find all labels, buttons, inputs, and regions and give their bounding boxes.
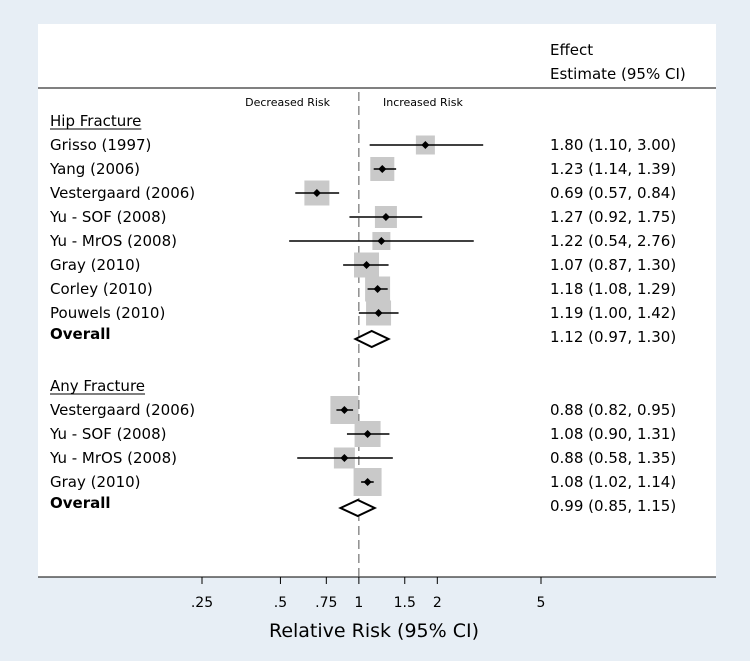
study-label: Gray (2010) <box>50 473 141 491</box>
point-estimate <box>377 237 386 245</box>
x-tick-label: .25 <box>191 595 213 611</box>
point-estimate <box>381 213 390 221</box>
point-estimate <box>373 285 382 293</box>
point-estimate <box>363 478 372 486</box>
overall-diamond <box>338 498 378 518</box>
study-label: Grisso (1997) <box>50 136 151 154</box>
study-label: Gray (2010) <box>50 256 141 274</box>
overall-estimate: 0.99 (0.85, 1.15) <box>550 497 676 515</box>
study-label: Pouwels (2010) <box>50 304 165 322</box>
x-tick-label: 2 <box>433 595 442 611</box>
x-tick-label: .75 <box>315 595 337 611</box>
point-estimate <box>362 261 371 269</box>
x-tick-label: 1 <box>354 595 363 611</box>
x-tick-label: .5 <box>274 595 287 611</box>
point-estimate <box>312 189 321 197</box>
effect-estimate: 0.88 (0.82, 0.95) <box>550 401 676 419</box>
direction-label-left: Decreased Risk <box>245 96 330 109</box>
effect-estimate: 1.08 (1.02, 1.14) <box>550 473 676 491</box>
group-header: Hip Fracture <box>50 112 141 130</box>
study-label: Vestergaard (2006) <box>50 184 195 202</box>
x-tick-label: 1.5 <box>394 595 416 611</box>
effect-estimate: 1.07 (0.87, 1.30) <box>550 256 676 274</box>
study-label: Yu - SOF (2008) <box>49 425 167 443</box>
effect-estimate: 0.69 (0.57, 0.84) <box>550 184 676 202</box>
effect-estimate: 1.08 (0.90, 1.31) <box>550 425 676 443</box>
study-label: Yu - MrOS (2008) <box>49 232 177 250</box>
point-estimate <box>374 309 383 317</box>
study-label: Yu - MrOS (2008) <box>49 449 177 467</box>
direction-label-right: Increased Risk <box>383 96 463 109</box>
estimate-header-line-2: Estimate (95% CI) <box>550 65 686 83</box>
effect-estimate: 1.18 (1.08, 1.29) <box>550 280 676 298</box>
x-axis-title: Relative Risk (95% CI) <box>269 620 479 642</box>
effect-estimate: 1.27 (0.92, 1.75) <box>550 208 676 226</box>
overall-estimate: 1.12 (0.97, 1.30) <box>550 328 676 346</box>
study-label: Yu - SOF (2008) <box>49 208 167 226</box>
effect-estimate: 1.22 (0.54, 2.76) <box>550 232 676 250</box>
point-estimate <box>340 454 349 462</box>
point-estimate <box>421 141 430 149</box>
point-estimate <box>378 165 387 173</box>
study-label: Corley (2010) <box>50 280 153 298</box>
overall-label: Overall <box>50 325 111 343</box>
x-tick-label: 5 <box>537 595 546 611</box>
study-label: Vestergaard (2006) <box>50 401 195 419</box>
point-estimate <box>340 406 349 414</box>
effect-estimate: 0.88 (0.58, 1.35) <box>550 449 676 467</box>
effect-estimate: 1.80 (1.10, 3.00) <box>550 136 676 154</box>
overall-diamond <box>353 329 391 349</box>
estimate-header-line-1: Effect <box>550 41 593 59</box>
point-estimate <box>363 430 372 438</box>
study-label: Yang (2006) <box>49 160 140 178</box>
effect-estimate: 1.23 (1.14, 1.39) <box>550 160 676 178</box>
effect-estimate: 1.19 (1.00, 1.42) <box>550 304 676 322</box>
overall-label: Overall <box>50 494 111 512</box>
group-header: Any Fracture <box>50 377 145 395</box>
